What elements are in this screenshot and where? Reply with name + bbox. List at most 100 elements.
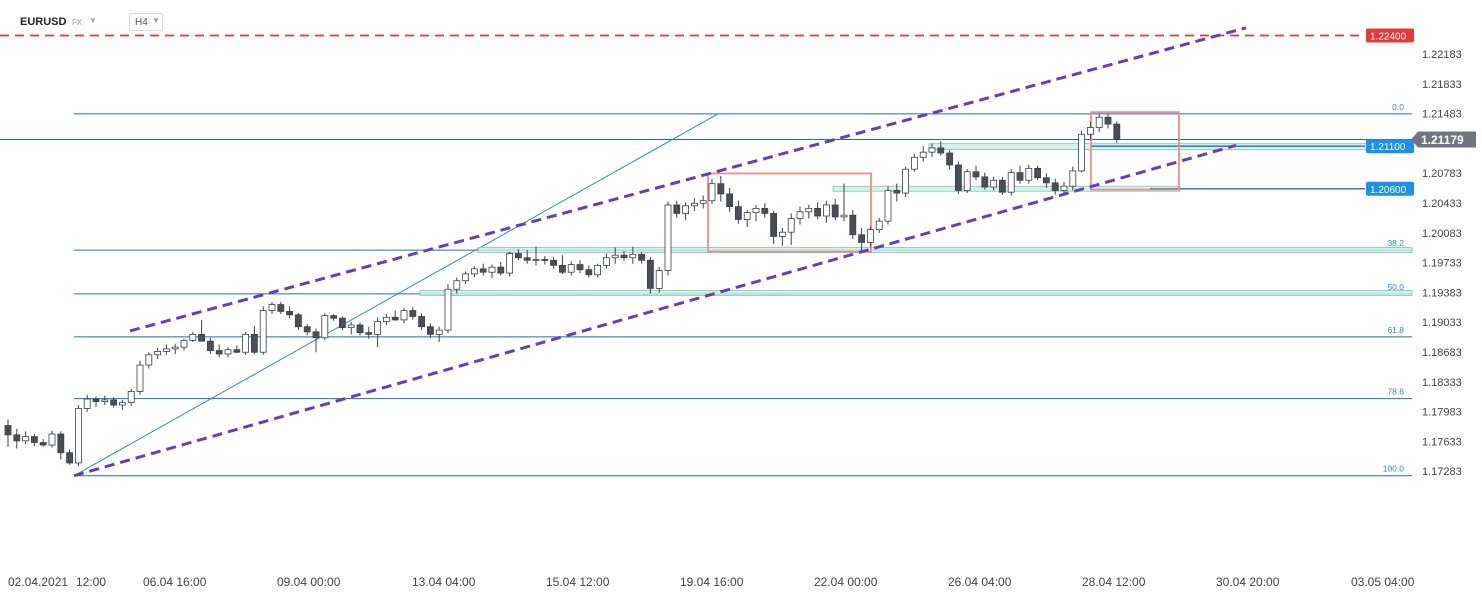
candle-body	[823, 204, 830, 217]
candle-body	[1034, 167, 1041, 179]
candle-body	[972, 171, 980, 178]
candle-body	[435, 329, 443, 335]
fib-level-label: 78.6	[1387, 387, 1404, 397]
candle-body	[1007, 172, 1015, 193]
candle-body	[691, 202, 698, 207]
candle-body	[955, 164, 962, 191]
candle-body	[867, 229, 874, 243]
candle-body	[849, 214, 857, 236]
y-tick-label: 1.19383	[1422, 287, 1462, 299]
x-tick-label: 06.04 16:00	[143, 575, 207, 589]
candle-body	[497, 266, 505, 274]
candle-body	[453, 280, 461, 290]
x-tick-label: 03.05 04:00	[1351, 575, 1415, 589]
candle-body	[620, 254, 628, 259]
candle-body	[647, 259, 654, 289]
price-badge-1.21100	[1366, 139, 1414, 154]
candle-body	[418, 316, 426, 328]
candle-body	[83, 398, 91, 409]
candle-body	[743, 212, 751, 220]
fib-level-label: 61.8	[1387, 325, 1404, 335]
candle-body	[171, 346, 179, 350]
candle-body	[488, 266, 496, 273]
candle-body	[1060, 185, 1068, 191]
candle-body	[215, 350, 223, 355]
candle-body	[990, 179, 997, 188]
candle-body	[110, 399, 117, 406]
x-tick-label: 13.04 04:00	[412, 575, 476, 589]
candle-body	[884, 190, 892, 222]
y-tick-label: 1.21483	[1422, 109, 1462, 121]
candle-body	[312, 331, 320, 339]
candle-body	[145, 354, 153, 366]
candle-body	[506, 253, 514, 274]
symbol-label[interactable]: EURUSD	[20, 16, 67, 28]
candle-body	[550, 259, 557, 266]
caret-down-icon[interactable]: ▼	[89, 16, 97, 25]
candle-body	[673, 204, 681, 214]
caret-down-icon: ▼	[152, 16, 160, 25]
candle-body	[831, 204, 839, 218]
candle-body	[277, 304, 285, 312]
candle-body	[294, 314, 302, 328]
support-zone	[419, 290, 1413, 296]
fib-diagonal-line	[73, 113, 719, 477]
candle-body	[250, 333, 258, 353]
candle-body	[127, 391, 135, 403]
candle-body	[963, 171, 971, 191]
candle-body	[655, 270, 663, 289]
candle-body	[303, 326, 311, 333]
support-zone	[477, 247, 1413, 253]
candle-body	[321, 315, 329, 339]
candle-body	[585, 269, 593, 276]
fib-level-label: 50.0	[1387, 282, 1404, 292]
candle-body	[911, 156, 918, 170]
candle-body	[479, 268, 487, 273]
candle-body	[981, 176, 989, 188]
candle-body	[4, 425, 12, 436]
candle-body	[356, 324, 364, 334]
candle-body	[391, 316, 399, 321]
candle-body	[136, 364, 144, 392]
candle-body	[928, 147, 936, 153]
candle-body	[1113, 123, 1121, 140]
candle-body	[338, 317, 346, 328]
candle-body	[875, 220, 883, 231]
candle-body	[268, 304, 276, 311]
candle-body	[330, 315, 338, 319]
y-tick-label: 1.22183	[1422, 49, 1462, 61]
candle-body	[858, 234, 865, 243]
candle-body	[735, 206, 742, 220]
y-tick-label: 1.18333	[1422, 377, 1462, 389]
candle-body	[576, 264, 584, 271]
candle-body	[682, 205, 689, 214]
candle-body	[717, 183, 725, 195]
candle-body	[154, 351, 162, 356]
candle-body	[603, 257, 610, 266]
candle-body	[629, 253, 637, 259]
candle-body	[1087, 127, 1094, 135]
y-tick-label: 1.18683	[1422, 347, 1462, 359]
x-tick-label: 28.04 12:00	[1082, 575, 1146, 589]
y-tick-label: 1.20083	[1422, 228, 1462, 240]
chart-toolbar: EURUSD FX ▼ H4 ▼	[0, 0, 400, 40]
x-tick-label: 30.04 20:00	[1216, 575, 1280, 589]
candle-body	[382, 316, 390, 323]
y-tick-label: 1.20783	[1422, 168, 1462, 180]
timeframe-selector[interactable]: H4 ▼	[129, 13, 163, 31]
candle-body	[409, 310, 417, 317]
fib-level-label: 38.2	[1387, 238, 1404, 248]
candle-body	[541, 259, 549, 261]
candle-body	[198, 333, 206, 342]
exchange-label: FX	[72, 18, 83, 27]
candle-body	[699, 200, 707, 204]
y-tick-label: 1.19733	[1422, 258, 1462, 270]
candle-body	[462, 273, 470, 282]
candle-body	[48, 433, 56, 446]
x-tick-label: 19.04 16:00	[680, 575, 744, 589]
candle-body	[814, 207, 821, 217]
price-badge-1.20600-label: 1.20600	[1370, 185, 1407, 196]
candle-body	[752, 207, 760, 214]
candle-body	[708, 183, 716, 202]
